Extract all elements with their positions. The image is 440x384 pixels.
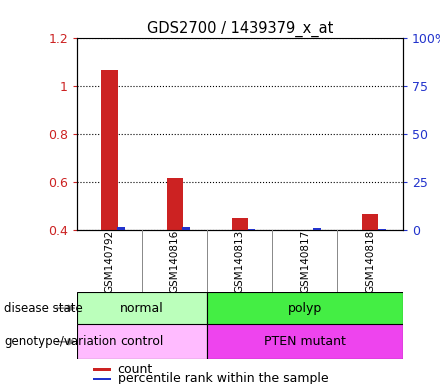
Text: disease state: disease state bbox=[4, 302, 83, 314]
Bar bbox=[93, 378, 111, 380]
Text: polyp: polyp bbox=[288, 302, 322, 314]
Text: GSM140818: GSM140818 bbox=[365, 230, 375, 293]
Bar bbox=[93, 368, 111, 371]
Bar bbox=[183, 227, 191, 230]
Text: genotype/variation: genotype/variation bbox=[4, 335, 117, 348]
Text: PTEN mutant: PTEN mutant bbox=[264, 335, 346, 348]
Text: percentile rank within the sample: percentile rank within the sample bbox=[118, 372, 328, 384]
Bar bbox=[232, 218, 248, 230]
Text: GSM140816: GSM140816 bbox=[170, 230, 180, 293]
Text: normal: normal bbox=[120, 302, 164, 314]
Bar bbox=[101, 70, 118, 230]
Bar bbox=[378, 229, 386, 230]
Bar bbox=[117, 227, 125, 230]
Bar bbox=[77, 292, 207, 324]
Text: control: control bbox=[121, 335, 164, 348]
Text: count: count bbox=[118, 363, 153, 376]
Text: GSM140792: GSM140792 bbox=[105, 230, 114, 293]
Bar bbox=[248, 229, 256, 230]
Bar bbox=[313, 228, 321, 230]
Bar bbox=[207, 292, 403, 324]
Bar bbox=[166, 177, 183, 230]
Text: GSM140813: GSM140813 bbox=[235, 230, 245, 293]
Text: GSM140817: GSM140817 bbox=[300, 230, 310, 293]
Bar bbox=[77, 324, 207, 359]
Bar bbox=[207, 324, 403, 359]
Bar bbox=[362, 214, 378, 230]
Title: GDS2700 / 1439379_x_at: GDS2700 / 1439379_x_at bbox=[147, 21, 333, 37]
